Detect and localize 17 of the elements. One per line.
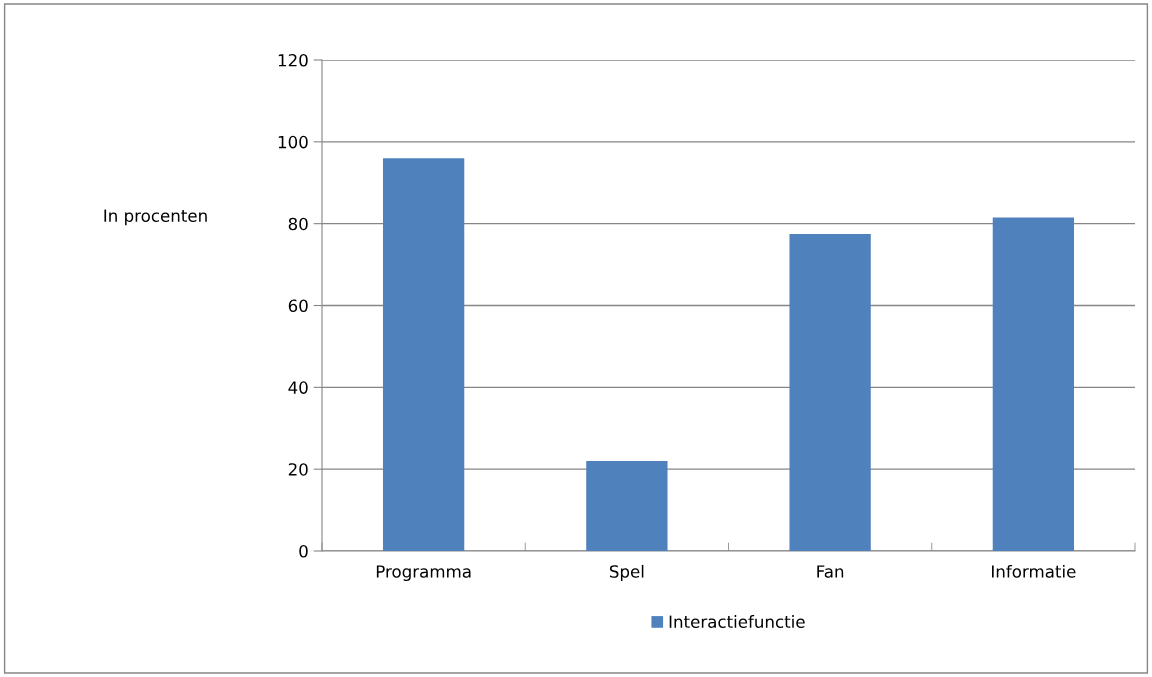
y-tick-label: 0 <box>299 544 308 558</box>
x-tick-label: Programma <box>376 565 471 582</box>
x-tick-label: Spel <box>609 564 644 582</box>
bar <box>992 217 1075 551</box>
y-axis-title: In procenten <box>104 209 207 226</box>
y-tick-label: 20 <box>288 463 308 476</box>
x-tick-label: Fan <box>817 565 844 578</box>
bar <box>586 460 668 551</box>
legend-label: Interactiefunctie <box>669 615 805 628</box>
y-tick-label: 100 <box>278 135 308 149</box>
bar <box>382 158 465 551</box>
y-tick-label: 120 <box>278 53 308 67</box>
x-tick-label: Informatie <box>992 564 1076 578</box>
y-tick-label: 80 <box>288 217 308 231</box>
y-tick-label: 40 <box>288 381 308 394</box>
bar <box>789 233 871 551</box>
y-tick-label: 60 <box>288 299 308 313</box>
